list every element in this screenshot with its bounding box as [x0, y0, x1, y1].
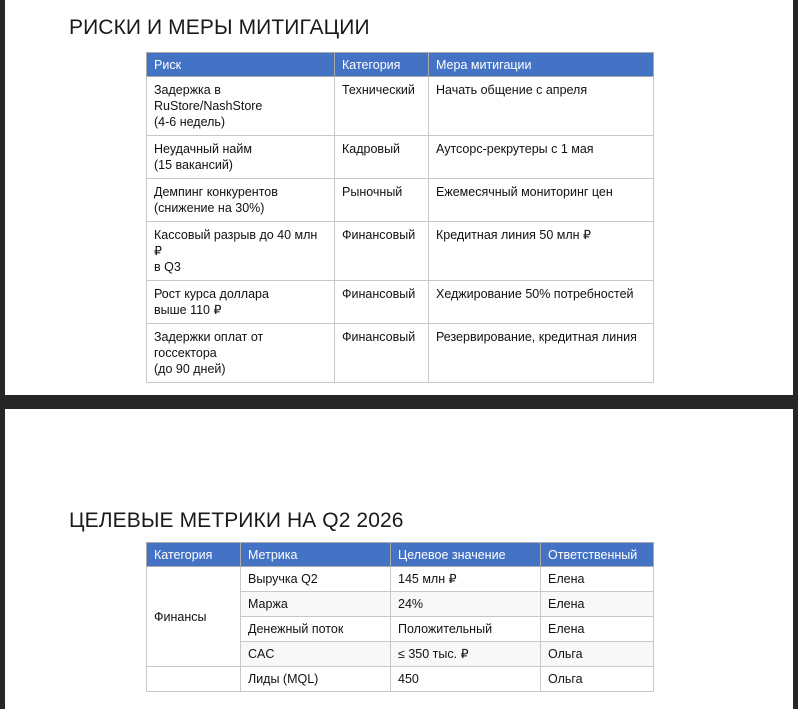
- risk-line-2: (до 90 дней): [154, 362, 226, 376]
- category-cell: [146, 666, 241, 692]
- target-cell: 145 млн ₽: [390, 566, 541, 592]
- header-metric: Метрика: [240, 542, 391, 567]
- mitigation-cell: Кредитная линия 50 млн ₽: [428, 221, 654, 281]
- header-target: Целевое значение: [390, 542, 541, 567]
- table-row: CAC ≤ 350 тыс. ₽ Ольга: [147, 641, 654, 667]
- document-page-1: РИСКИ И МЕРЫ МИТИГАЦИИ Риск Категория Ме…: [5, 0, 793, 395]
- target-cell: 24%: [390, 591, 541, 617]
- owner-cell: Ольга: [540, 641, 654, 667]
- header-category: Категория: [146, 542, 241, 567]
- owner-cell: Елена: [540, 616, 654, 642]
- risk-cell: Демпинг конкурентов (снижение на 30%): [146, 178, 335, 222]
- header-category: Категория: [334, 52, 429, 77]
- risk-line-2: выше 110 ₽: [154, 303, 222, 317]
- mitigation-cell: Хеджирование 50% потребностей: [428, 280, 654, 324]
- risk-line-2: (4-6 недель): [154, 115, 226, 129]
- target-cell: ≤ 350 тыс. ₽: [390, 641, 541, 667]
- risk-line-1: Задержка в RuStore/NashStore: [154, 83, 263, 113]
- header-risk: Риск: [146, 52, 335, 77]
- risk-line-2: в Q3: [154, 260, 181, 274]
- risk-line-1: Демпинг конкурентов: [154, 185, 278, 199]
- metric-cell: CAC: [240, 641, 391, 667]
- category-cell: Финансовый: [334, 221, 429, 281]
- table-row: Кассовый разрыв до 40 млн ₽ в Q3 Финансов…: [146, 221, 654, 281]
- risk-cell: Кассовый разрыв до 40 млн ₽ в Q3: [146, 221, 335, 281]
- risk-line-1: Рост курса доллара: [154, 287, 269, 301]
- metrics-table: Категория Метрика Целевое значение Ответ…: [146, 542, 654, 692]
- header-mitigation: Мера митигации: [428, 52, 654, 77]
- table-row: Маржа 24% Елена: [147, 591, 654, 617]
- table-row: Финансы Выручка Q2 145 млн ₽ Елена: [146, 566, 654, 667]
- table-row: Неудачный найм (15 вакансий) Кадровый Аут…: [146, 135, 654, 179]
- owner-cell: Елена: [540, 591, 654, 617]
- mitigation-cell: Ежемесячный мониторинг цен: [428, 178, 654, 222]
- risks-table: Риск Категория Мера митигации Задержка в…: [146, 52, 654, 383]
- section-title-metrics: ЦЕЛЕВЫЕ МЕТРИКИ НА Q2 2026: [69, 509, 404, 532]
- metric-cell: Лиды (MQL): [240, 666, 391, 692]
- table-row: Демпинг конкурентов (снижение на 30%) Рын…: [146, 178, 654, 222]
- table-row: Задержка в RuStore/NashStore (4-6 недель)…: [146, 76, 654, 136]
- category-cell: Технический: [334, 76, 429, 136]
- owner-cell: Ольга: [540, 666, 654, 692]
- table-row: Денежный поток Положительный Елена: [147, 616, 654, 642]
- section-title-risks: РИСКИ И МЕРЫ МИТИГАЦИИ: [69, 16, 370, 39]
- risk-cell: Рост курса доллара выше 110 ₽: [146, 280, 335, 324]
- risk-cell: Неудачный найм (15 вакансий): [146, 135, 335, 179]
- table-row: Рост курса доллара выше 110 ₽ Финансовый …: [146, 280, 654, 324]
- header-owner: Ответственный: [540, 542, 654, 567]
- risk-cell: Задержка в RuStore/NashStore (4-6 недель): [146, 76, 335, 136]
- metric-cell: Маржа: [240, 591, 391, 617]
- risk-line-1: Неудачный найм: [154, 142, 252, 156]
- metric-cell: Выручка Q2: [240, 566, 391, 592]
- risk-line-2: (снижение на 30%): [154, 201, 265, 215]
- risk-line-1: Задержки оплат от госсектора: [154, 330, 264, 360]
- category-cell: Финансы: [146, 566, 241, 667]
- category-cell: Кадровый: [334, 135, 429, 179]
- target-cell: Положительный: [390, 616, 541, 642]
- metric-cell: Денежный поток: [240, 616, 391, 642]
- mitigation-cell: Начать общение с апреля: [428, 76, 654, 136]
- document-page-2: ЦЕЛЕВЫЕ МЕТРИКИ НА Q2 2026 Категория Мет…: [5, 409, 793, 709]
- table-row: Задержки оплат от госсектора (до 90 дней)…: [146, 323, 654, 383]
- risk-line-1: Кассовый разрыв до 40 млн ₽: [154, 228, 318, 258]
- risk-line-2: (15 вакансий): [154, 158, 233, 172]
- table-row: Лиды (MQL) 450 Ольга: [146, 666, 654, 692]
- mitigation-cell: Резервирование, кредитная линия: [428, 323, 654, 383]
- risk-cell: Задержки оплат от госсектора (до 90 дней): [146, 323, 335, 383]
- mitigation-cell: Аутсорс-рекрутеры с 1 мая: [428, 135, 654, 179]
- category-cell: Рыночный: [334, 178, 429, 222]
- owner-cell: Елена: [540, 566, 654, 592]
- category-cell: Финансовый: [334, 323, 429, 383]
- target-cell: 450: [390, 666, 541, 692]
- category-cell: Финансовый: [334, 280, 429, 324]
